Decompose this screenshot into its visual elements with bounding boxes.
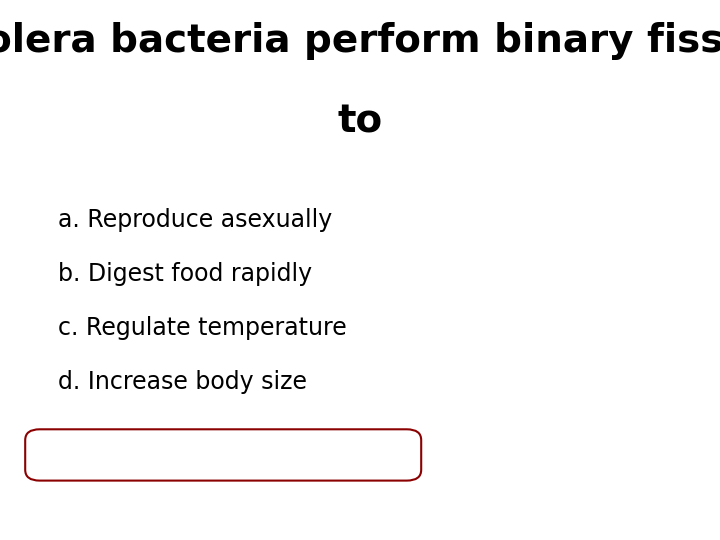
Text: d. Increase body size: d. Increase body size xyxy=(58,370,307,394)
Text: a. Reproduce asexually: a. Reproduce asexually xyxy=(58,208,332,232)
FancyBboxPatch shape xyxy=(25,429,421,481)
Text: Cholera bacteria perform binary fission: Cholera bacteria perform binary fission xyxy=(0,22,720,59)
Text: b. Digest food rapidly: b. Digest food rapidly xyxy=(58,262,312,286)
Text: to: to xyxy=(338,103,382,140)
Text: c. Regulate temperature: c. Regulate temperature xyxy=(58,316,346,340)
